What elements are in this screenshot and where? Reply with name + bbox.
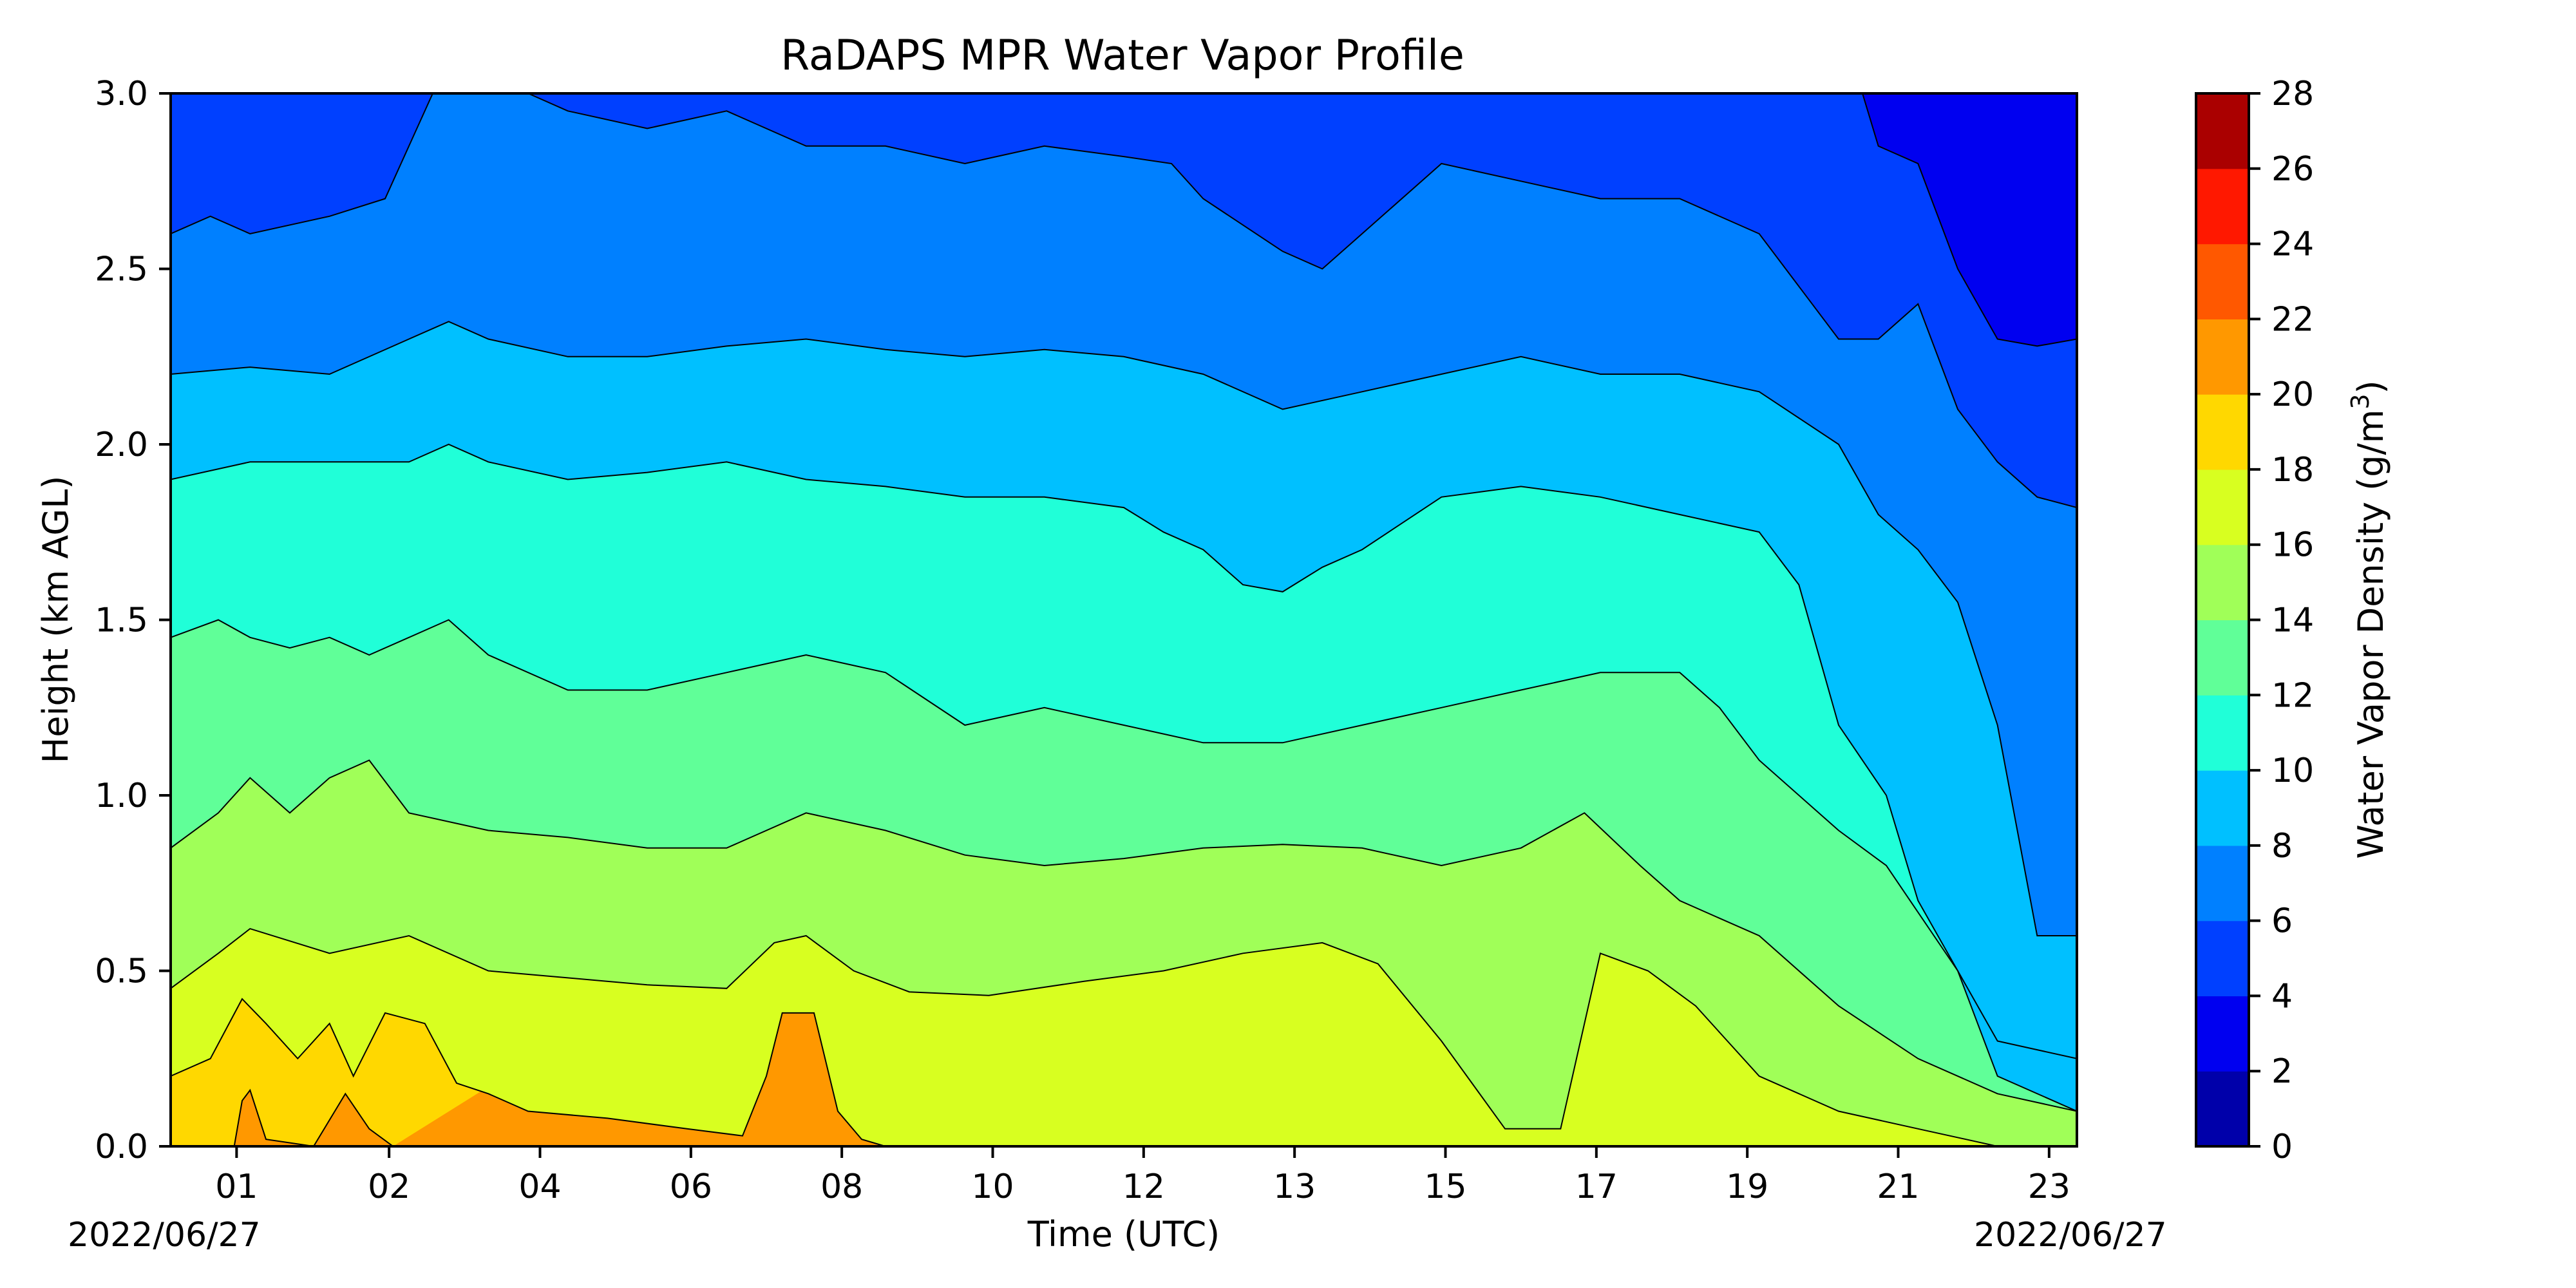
- colorbar-segment: [2196, 770, 2249, 846]
- y-tick-label: 1.5: [95, 601, 148, 640]
- colorbar-tick-label: 12: [2271, 676, 2314, 715]
- colorbar-segment: [2196, 620, 2249, 696]
- colorbar-segment: [2196, 1071, 2249, 1147]
- plot-area: [169, 92, 2078, 1148]
- colorbar-tick-label: 24: [2271, 225, 2314, 264]
- contour-lines: [171, 93, 2077, 1146]
- x-tick-label: 10: [971, 1168, 1014, 1206]
- colorbar-tick-label: 0: [2271, 1128, 2293, 1166]
- colorbar-segment: [2196, 695, 2249, 771]
- colorbar-segment: [2196, 93, 2249, 169]
- y-axis: 0.0 0.5 1.0 1.5 2.0 2.5 3.0: [95, 75, 171, 1166]
- colorbar-label-sup: 3: [2346, 393, 2374, 409]
- colorbar-tick-label: 18: [2271, 451, 2314, 489]
- colorbar-tick-label: 10: [2271, 752, 2314, 790]
- y-tick-label: 0.5: [95, 952, 148, 991]
- colorbar-segment: [2196, 394, 2249, 470]
- y-tick-label: 2.5: [95, 251, 148, 289]
- end-date-label: 2022/06/27: [1974, 1216, 2167, 1255]
- colorbar-label-main: Water Vapor Density (g/m: [2351, 410, 2391, 859]
- x-tick-label: 13: [1273, 1168, 1316, 1206]
- y-tick-label: 2.0: [95, 426, 148, 464]
- contour-line-18: [171, 998, 2077, 1146]
- contour-line-6: [171, 93, 2077, 509]
- contour-line-20: [171, 1088, 393, 1146]
- colorbar-label: Water Vapor Density (g/m3): [2346, 380, 2391, 858]
- x-tick-label: 17: [1575, 1168, 1618, 1206]
- x-tick-label: 01: [215, 1168, 258, 1206]
- colorbar-segment: [2196, 469, 2249, 545]
- start-date-label: 2022/06/27: [68, 1216, 261, 1255]
- y-axis-label: Height (km AGL): [35, 476, 76, 764]
- x-axis-label: Time (UTC): [1027, 1214, 1220, 1255]
- colorbar-segment: [2196, 168, 2249, 245]
- colorbar-segment: [2196, 845, 2249, 922]
- y-tick-label: 0.0: [95, 1128, 148, 1166]
- colorbar-label-end: ): [2351, 380, 2391, 393]
- colorbar-tick-label: 22: [2271, 300, 2314, 339]
- x-tick-label: 02: [368, 1168, 410, 1206]
- colorbar-tick-label: 26: [2271, 150, 2314, 189]
- colorbar-tick-label: 20: [2271, 375, 2314, 414]
- chart-title: RaDAPS MPR Water Vapor Profile: [781, 32, 1464, 80]
- x-tick-label: 08: [820, 1168, 863, 1206]
- contour-line-10: [171, 443, 2077, 1112]
- x-tick-label: 21: [1877, 1168, 1919, 1206]
- colorbar-tick-label: 8: [2271, 827, 2293, 866]
- colorbar-tick-label: 6: [2271, 902, 2293, 941]
- x-tick-label: 04: [518, 1168, 561, 1206]
- colorbar-segment: [2196, 544, 2249, 621]
- colorbar-segment: [2196, 920, 2249, 997]
- colorbar-segment: [2196, 319, 2249, 395]
- contour-band-6: [171, 93, 2077, 936]
- colorbar-tick-label: 28: [2271, 75, 2314, 113]
- x-tick-label: 06: [670, 1168, 712, 1206]
- contour-line-8: [171, 321, 2077, 936]
- contour-line-4: [171, 93, 2077, 347]
- x-axis: 01 02 04 06 08 10 12 13 15 17 19 21 23: [215, 1146, 2070, 1206]
- colorbar-tick-label: 14: [2271, 601, 2314, 640]
- contour-line-14: [171, 759, 2077, 1112]
- contour-band-2: [171, 93, 2077, 346]
- contour-fills: [171, 93, 2077, 1146]
- x-tick-label: 12: [1122, 1168, 1165, 1206]
- x-tick-label: 23: [2028, 1168, 2070, 1206]
- contour-band-4: [171, 93, 2077, 508]
- colorbar-tick-label: 2: [2271, 1052, 2293, 1091]
- y-tick-label: 1.0: [95, 777, 148, 815]
- colorbar-segment: [2196, 996, 2249, 1072]
- colorbar-tick-label: 4: [2271, 977, 2293, 1016]
- x-tick-label: 15: [1424, 1168, 1466, 1206]
- x-tick-label: 19: [1726, 1168, 1768, 1206]
- colorbar-tick-label: 16: [2271, 526, 2314, 565]
- colorbar-segment: [2196, 243, 2249, 319]
- contour-line-16: [171, 927, 2077, 1146]
- contour-line-12: [171, 619, 2077, 1059]
- y-tick-label: 3.0: [95, 75, 148, 113]
